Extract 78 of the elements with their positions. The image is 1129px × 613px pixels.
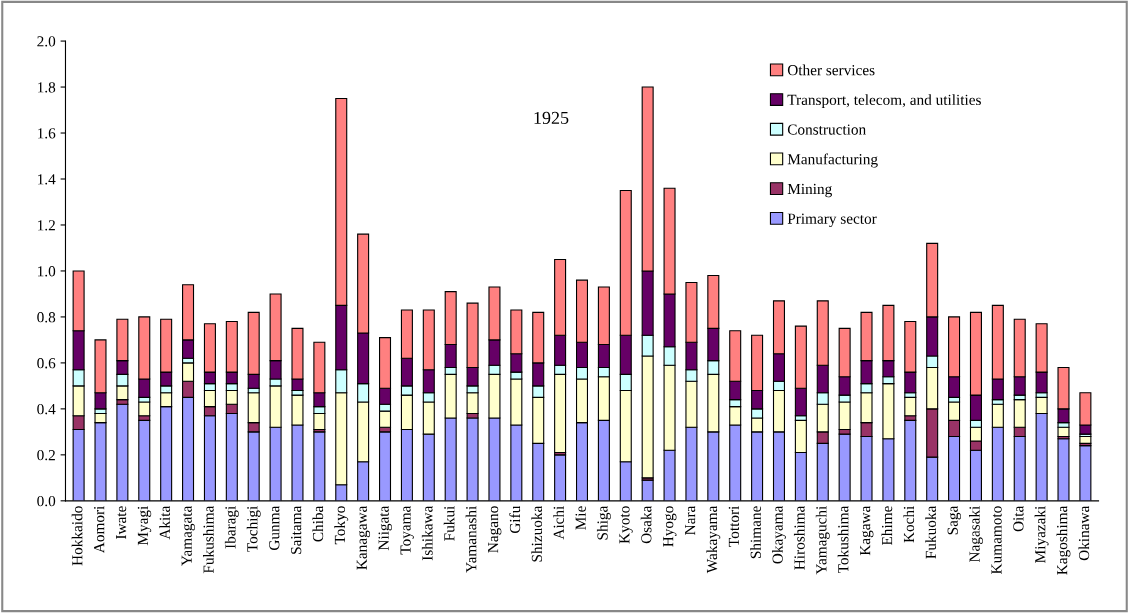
y-tick-label: 1.6 bbox=[38, 128, 56, 139]
bar bbox=[1057, 426, 1070, 438]
x-tick-label: Ehime bbox=[881, 506, 893, 546]
x-tick-label: Kagawa bbox=[860, 505, 874, 556]
bar bbox=[904, 419, 917, 501]
legend-label: Other services bbox=[787, 64, 875, 76]
y-tick-label: 0.6 bbox=[37, 358, 56, 369]
x-tick-label: Gunma bbox=[269, 505, 280, 551]
x-tick-label: Fukushima bbox=[203, 505, 214, 574]
x-tick-label: Myagi bbox=[137, 505, 152, 546]
x-tick-label: Osaka bbox=[640, 505, 652, 544]
x-tick-label: Fukui bbox=[443, 505, 455, 541]
x-tick-label: Iwate bbox=[116, 506, 127, 540]
x-tick-label: Akita bbox=[159, 505, 170, 540]
x-tick-label: Tokyo bbox=[334, 506, 349, 545]
x-tick-label: Shimane bbox=[750, 506, 761, 559]
x-tick-label: Okayama bbox=[772, 505, 786, 564]
y-tick-label: 1.8 bbox=[38, 82, 56, 93]
bar bbox=[554, 454, 567, 501]
x-tick-label: Oita bbox=[1013, 505, 1024, 532]
x-tick-label: Shiga bbox=[596, 505, 611, 540]
bar bbox=[838, 433, 851, 501]
x-tick-label: Shizuoka bbox=[531, 505, 543, 562]
y-tick-label: 0.0 bbox=[37, 495, 56, 507]
x-tick-label: Toyama bbox=[400, 505, 414, 555]
y-tick-label: 0.2 bbox=[37, 449, 55, 461]
legend-label: Mining bbox=[787, 183, 832, 198]
bar bbox=[378, 431, 392, 501]
x-tick-label: Yamanashi bbox=[465, 505, 477, 573]
x-tick-label: Nagano bbox=[488, 506, 502, 553]
x-tick-label: Kyoto bbox=[619, 506, 633, 544]
y-tick-label: 0.4 bbox=[37, 404, 56, 415]
legend-label: Construction bbox=[787, 124, 866, 135]
bar bbox=[1079, 435, 1092, 444]
x-tick-label: Nara bbox=[685, 505, 696, 535]
x-tick-label: Yamagata bbox=[181, 505, 195, 566]
x-tick-label: Aichi bbox=[553, 505, 564, 540]
x-tick-label: Okinawa bbox=[1078, 505, 1090, 561]
y-tick-label: 1.0 bbox=[38, 266, 56, 277]
x-tick-label: Kanagawa bbox=[356, 505, 371, 570]
x-tick-label: Kumamoto bbox=[991, 506, 1002, 574]
legend-label: Primary sector bbox=[787, 213, 877, 227]
x-tick-label: Gifu bbox=[509, 505, 521, 534]
bar bbox=[1057, 438, 1070, 501]
x-tick-label: Kochi bbox=[903, 505, 915, 543]
bar bbox=[116, 403, 129, 501]
x-tick-label: Tottori bbox=[728, 505, 740, 547]
y-tick-label: 2.0 bbox=[37, 36, 56, 47]
bar bbox=[904, 396, 917, 417]
y-tick-label: 0.8 bbox=[37, 312, 56, 323]
x-tick-label: Fukuoka bbox=[925, 505, 937, 559]
bar bbox=[1079, 445, 1092, 501]
bar bbox=[138, 419, 151, 501]
legend-label: Transport, telecom, and utilities bbox=[787, 94, 981, 109]
x-tick-label: Wakayama bbox=[706, 505, 721, 574]
x-tick-label: Tochigi bbox=[246, 505, 261, 552]
y-tick-label: 1.4 bbox=[38, 174, 56, 185]
x-tick-label: Nagasaki bbox=[969, 505, 983, 563]
x-tick-label: Aomori bbox=[94, 505, 105, 554]
x-tick-label: Saitama bbox=[291, 505, 302, 554]
x-tick-label: Niigata bbox=[378, 505, 392, 551]
x-tick-label: Mie bbox=[575, 506, 586, 530]
x-tick-label: Hyogo bbox=[663, 506, 677, 547]
bar bbox=[313, 431, 326, 501]
x-tick-label: Chiba bbox=[312, 505, 324, 542]
bar bbox=[466, 417, 479, 501]
legend-label: Manufacturing bbox=[787, 153, 878, 168]
x-tick-label: Ibaragi bbox=[224, 505, 239, 549]
x-tick-label: Saga bbox=[947, 505, 961, 535]
x-tick-label: Hiroshima bbox=[793, 505, 805, 570]
x-tick-label: Hokkaido bbox=[71, 506, 83, 566]
y-tick-label: 1.2 bbox=[38, 220, 55, 231]
x-tick-label: Miyazaki bbox=[1034, 505, 1049, 563]
x-tick-label: Ishikawa bbox=[421, 505, 433, 561]
x-tick-label: Kagoshima bbox=[1056, 505, 1071, 575]
x-tick-label: Tokushima bbox=[837, 505, 849, 574]
x-tick-label: Yamaguchi bbox=[815, 505, 830, 575]
annotation: 1925 bbox=[534, 111, 569, 124]
